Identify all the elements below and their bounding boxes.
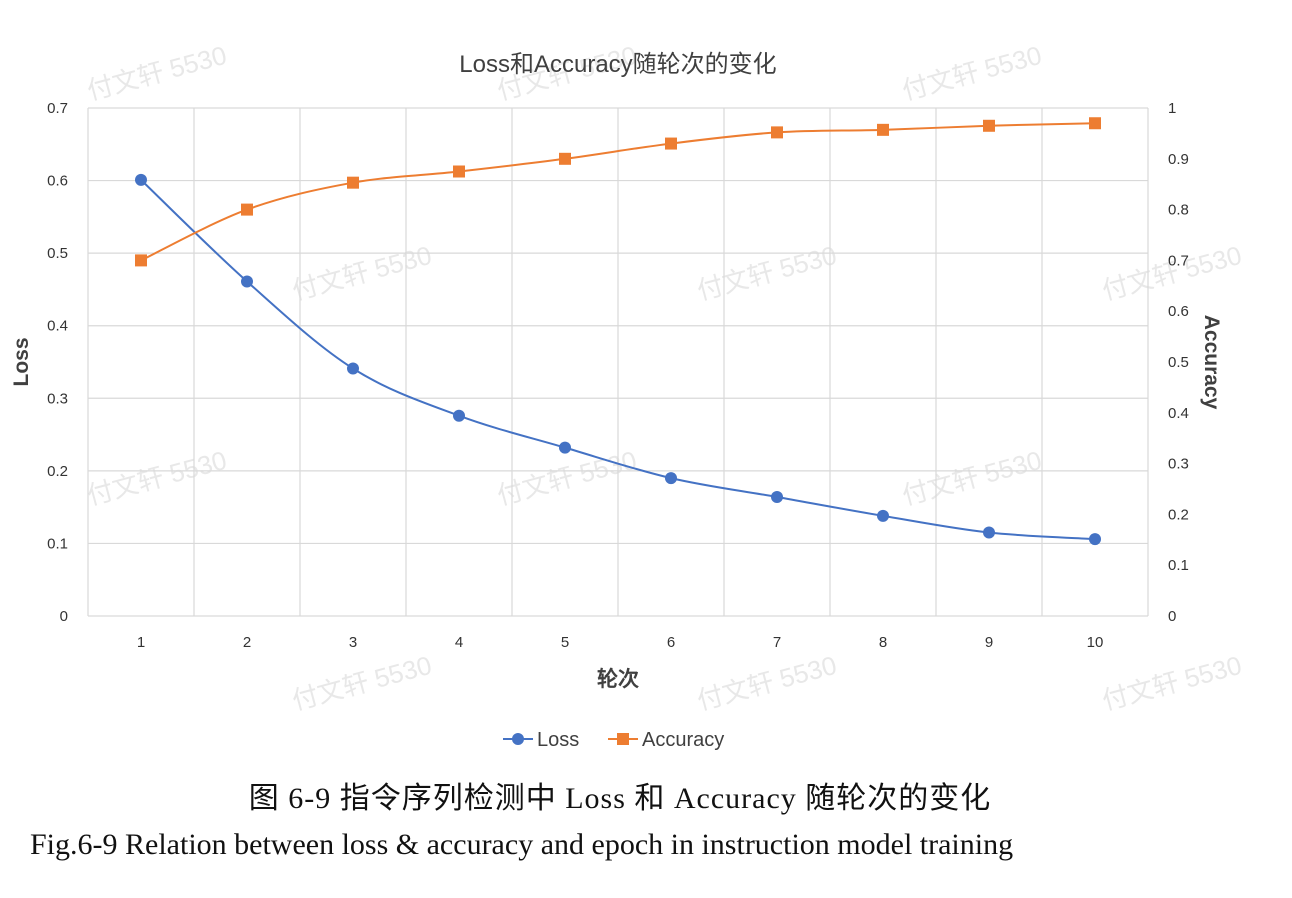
right-tick-label: 1 bbox=[1168, 100, 1176, 117]
x-tick-label: 5 bbox=[561, 634, 569, 651]
loss-point bbox=[241, 275, 253, 288]
chart-legend: Loss Accuracy bbox=[503, 729, 724, 751]
caption-english: Fig.6-9 Relation between loss & accuracy… bbox=[30, 828, 1014, 861]
left-tick-label: 0 bbox=[60, 608, 68, 625]
watermark-layer: 付文轩 5530 付文轩 5530 付文轩 5530 付文轩 5530 付文轩 5530… bbox=[84, 40, 1245, 716]
watermark-text: 付文轩 5530 bbox=[899, 445, 1045, 511]
watermark-text: 付文轩 5530 bbox=[289, 240, 435, 306]
accuracy-point bbox=[771, 126, 783, 139]
loss-point bbox=[665, 472, 677, 485]
legend-accuracy-label: Accuracy bbox=[642, 729, 724, 751]
legend-loss-label: Loss bbox=[537, 729, 579, 751]
loss-point bbox=[771, 490, 783, 503]
x-axis-title: 轮次 bbox=[597, 667, 639, 691]
accuracy-point bbox=[241, 203, 253, 216]
right-tick-label: 0.9 bbox=[1168, 151, 1189, 168]
left-axis-title: Loss bbox=[10, 337, 33, 386]
x-tick-label: 3 bbox=[349, 634, 357, 651]
left-tick-label: 0.2 bbox=[47, 463, 68, 480]
watermark-text: 付文轩 5530 bbox=[84, 40, 230, 106]
legend-loss-marker bbox=[512, 733, 524, 745]
accuracy-series-line bbox=[140, 122, 1096, 262]
chart-title: Loss和Accuracy随轮次的变化 bbox=[459, 51, 776, 78]
x-axis-ticks: 1 2 3 4 5 6 7 8 9 10 bbox=[137, 634, 1104, 651]
accuracy-point bbox=[453, 165, 465, 178]
watermark-text: 付文轩 5530 bbox=[694, 650, 840, 716]
x-tick-label: 9 bbox=[985, 634, 993, 651]
loss-accuracy-chart: 付文轩 5530 付文轩 5530 付文轩 5530 付文轩 5530 付文轩 5530… bbox=[10, 40, 1245, 751]
x-tick-label: 4 bbox=[455, 634, 463, 651]
loss-point bbox=[1089, 533, 1101, 546]
x-tick-label: 7 bbox=[773, 634, 781, 651]
right-tick-label: 0.5 bbox=[1168, 354, 1189, 371]
x-tick-label: 2 bbox=[243, 634, 251, 651]
accuracy-point bbox=[1089, 117, 1101, 130]
loss-point bbox=[983, 526, 995, 539]
x-tick-label: 8 bbox=[879, 634, 887, 651]
right-tick-label: 0.7 bbox=[1168, 252, 1189, 269]
x-tick-label: 10 bbox=[1087, 634, 1104, 651]
accuracy-point bbox=[347, 176, 359, 189]
loss-point bbox=[453, 409, 465, 422]
chart-grid bbox=[87, 107, 1149, 617]
loss-point bbox=[135, 173, 147, 186]
series-layer bbox=[135, 117, 1101, 546]
left-axis-ticks: 0 0.1 0.2 0.3 0.4 0.5 0.6 0.7 bbox=[47, 100, 68, 625]
right-tick-label: 0.1 bbox=[1168, 557, 1189, 574]
right-tick-label: 0.6 bbox=[1168, 303, 1189, 320]
right-tick-label: 0 bbox=[1168, 608, 1176, 625]
x-tick-label: 1 bbox=[137, 634, 145, 651]
right-tick-label: 0.3 bbox=[1168, 456, 1189, 473]
watermark-text: 付文轩 5530 bbox=[289, 650, 435, 716]
watermark-text: 付文轩 5530 bbox=[899, 40, 1045, 106]
loss-point bbox=[347, 362, 359, 375]
right-tick-label: 0.4 bbox=[1168, 405, 1189, 422]
left-tick-label: 0.7 bbox=[47, 100, 68, 117]
x-tick-label: 6 bbox=[667, 634, 675, 651]
accuracy-point bbox=[983, 119, 995, 132]
watermark-text: 付文轩 5530 bbox=[84, 445, 230, 511]
loss-point bbox=[559, 441, 571, 454]
right-axis-ticks: 0 0.1 0.2 0.3 0.4 0.5 0.6 0.7 0.8 0.9 1 bbox=[1168, 100, 1189, 625]
legend-accuracy-marker bbox=[617, 733, 629, 745]
right-tick-label: 0.8 bbox=[1168, 202, 1189, 219]
accuracy-point bbox=[559, 152, 571, 165]
left-tick-label: 0.3 bbox=[47, 390, 68, 407]
right-axis-title: Accuracy bbox=[1200, 315, 1223, 410]
loss-point bbox=[877, 509, 889, 522]
watermark-text: 付文轩 5530 bbox=[694, 240, 840, 306]
right-tick-label: 0.2 bbox=[1168, 506, 1189, 523]
caption-chinese: 图 6-9 指令序列检测中 Loss 和 Accuracy 随轮次的变化 bbox=[248, 782, 992, 815]
left-tick-label: 0.6 bbox=[47, 173, 68, 190]
watermark-text: 付文轩 5530 bbox=[1099, 240, 1245, 306]
accuracy-point bbox=[877, 123, 889, 136]
loss-series-line bbox=[140, 179, 1096, 541]
accuracy-point bbox=[135, 254, 147, 267]
left-tick-label: 0.5 bbox=[47, 245, 68, 262]
left-tick-label: 0.1 bbox=[47, 535, 68, 552]
watermark-text: 付文轩 5530 bbox=[1099, 650, 1245, 716]
accuracy-point bbox=[665, 137, 677, 150]
left-tick-label: 0.4 bbox=[47, 318, 68, 335]
